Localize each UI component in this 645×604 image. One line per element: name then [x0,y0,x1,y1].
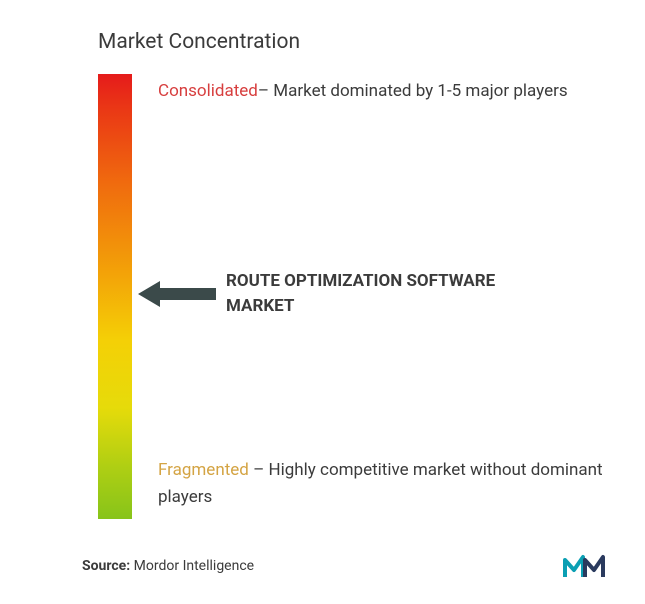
consolidated-description: – Market dominated by 1-5 major players [258,81,568,101]
fragmented-label: Fragmented – Highly competitive market w… [158,457,605,511]
source-label: Source: [82,558,130,574]
source-name: Mordor Intelligence [130,558,254,574]
page-title: Market Concentration [98,30,605,54]
concentration-gradient-bar [98,74,132,519]
mordor-logo-icon [563,552,605,580]
footer-row: Source: Mordor Intelligence [82,552,605,580]
consolidated-label: Consolidated– Market dominated by 1-5 ma… [158,78,605,105]
fragmented-keyword: Fragmented [158,460,249,480]
market-position-marker: ROUTE OPTIMIZATION SOFTWARE MARKET [138,269,556,318]
arrow-left-icon [138,278,216,310]
source-text: Source: Mordor Intelligence [82,558,254,574]
market-name-label: ROUTE OPTIMIZATION SOFTWARE MARKET [226,269,556,318]
concentration-diagram: Consolidated– Market dominated by 1-5 ma… [98,74,605,519]
consolidated-keyword: Consolidated [158,81,258,101]
